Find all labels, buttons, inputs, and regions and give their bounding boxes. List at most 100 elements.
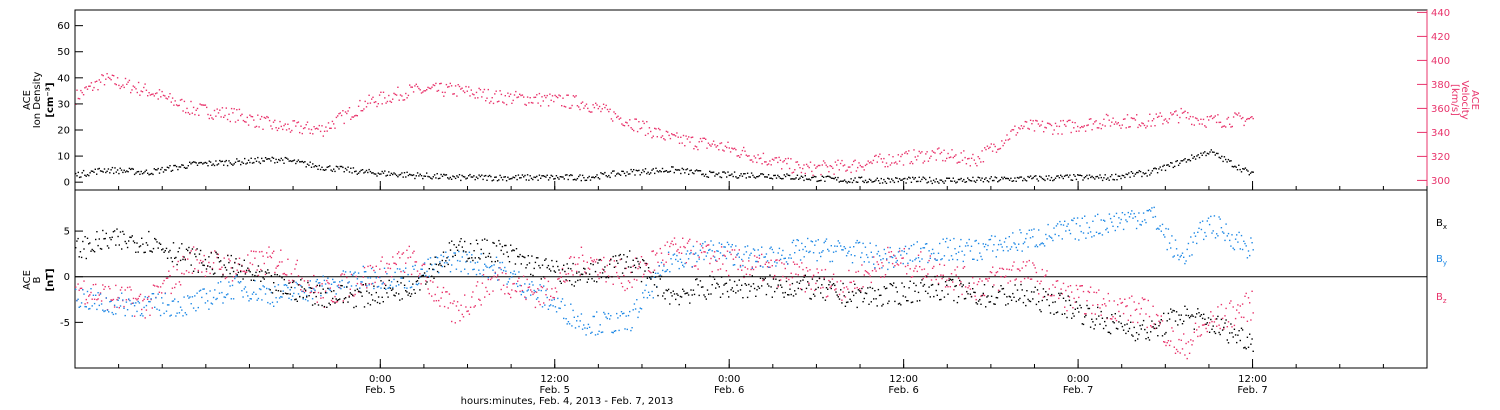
- by-series-point: [1080, 230, 1082, 233]
- density-series-point: [1016, 176, 1019, 179]
- density-series-point: [348, 171, 351, 173]
- bz-series-point: [1246, 320, 1249, 322]
- velocity-series-point: [296, 122, 298, 124]
- bz-series-point: [136, 299, 138, 301]
- by-series-point: [962, 260, 964, 263]
- by-series-point: [1088, 226, 1091, 229]
- bx-series-point: [584, 268, 586, 270]
- by-series-point: [403, 287, 406, 289]
- velocity-series-point: [152, 93, 154, 95]
- velocity-series-point: [424, 90, 427, 92]
- velocity-series-point: [409, 84, 411, 86]
- bx-series-point: [1016, 289, 1019, 291]
- velocity-series-point: [1247, 117, 1249, 120]
- density-series-point: [272, 157, 275, 159]
- bz-series-point: [537, 288, 539, 290]
- density-series-point: [432, 176, 434, 178]
- bz-series-point: [1178, 338, 1180, 341]
- velocity-series-point: [1222, 125, 1224, 128]
- by-series-point: [194, 295, 196, 297]
- velocity-series-point: [542, 100, 544, 102]
- density-series-point: [253, 161, 255, 164]
- velocity-series-point: [922, 162, 924, 164]
- by-series-point: [505, 270, 507, 272]
- bz-series-point: [1015, 278, 1017, 280]
- bx-series-point: [647, 267, 650, 269]
- by-series-point: [1180, 254, 1182, 257]
- bz-series-point: [725, 270, 728, 272]
- density-series-point: [1032, 177, 1034, 179]
- velocity-series-point: [287, 123, 289, 125]
- bz-series-point: [406, 249, 408, 251]
- bx-series-point: [976, 303, 979, 305]
- by-series-point: [381, 283, 383, 285]
- density-series-point: [1174, 165, 1176, 168]
- velocity-series-point: [208, 117, 210, 120]
- density-series-point: [591, 176, 593, 179]
- density-series-point: [1041, 177, 1044, 180]
- bz-series-point: [583, 260, 585, 262]
- bz-series-point: [237, 263, 240, 265]
- by-series-point: [1075, 223, 1078, 225]
- velocity-series-point: [329, 127, 331, 129]
- velocity-series-point: [853, 160, 855, 163]
- bx-series-point: [1076, 307, 1079, 309]
- density-series-point: [1108, 179, 1110, 181]
- bz-series-point: [471, 296, 473, 298]
- velocity-series-point: [513, 94, 516, 96]
- by-series-point: [1066, 225, 1068, 227]
- bx-series-point: [363, 306, 366, 308]
- velocity-series-point: [727, 141, 729, 143]
- density-series-point: [316, 165, 318, 168]
- bz-series-point: [489, 278, 492, 281]
- bz-series-point: [937, 282, 940, 285]
- velocity-series-point: [940, 151, 943, 154]
- density-series-point: [1023, 177, 1025, 180]
- bx-series-point: [156, 241, 158, 243]
- density-series-point: [189, 161, 191, 163]
- velocity-series-point: [282, 128, 284, 131]
- by-series-point: [1236, 234, 1238, 236]
- bz-series-point: [799, 288, 802, 290]
- velocity-series-point: [959, 161, 961, 163]
- density-series-point: [540, 177, 542, 179]
- bx-series-point: [295, 298, 297, 300]
- bz-series-point: [703, 251, 705, 253]
- by-series-point: [357, 272, 360, 274]
- bx-series-point: [431, 275, 433, 277]
- bx-series-point: [914, 290, 916, 292]
- bz-series-point: [1220, 303, 1223, 306]
- velocity-series-point: [479, 89, 482, 91]
- velocity-series-point: [784, 158, 787, 160]
- bz-series-point: [836, 281, 838, 283]
- by-series-point: [871, 256, 874, 258]
- bx-series-point: [658, 275, 660, 277]
- velocity-series-point: [655, 128, 657, 130]
- density-series-point: [1231, 165, 1233, 168]
- by-series-point: [975, 239, 977, 242]
- by-series-point: [1207, 217, 1210, 219]
- velocity-series-point: [449, 82, 451, 85]
- density-series-point: [682, 168, 685, 171]
- bz-series-point: [295, 263, 297, 266]
- bz-series-point: [473, 306, 475, 308]
- bz-series-point: [642, 276, 644, 278]
- bx-series-point: [230, 254, 232, 257]
- bx-series-point: [534, 261, 537, 264]
- velocity-series-point: [136, 91, 138, 94]
- bz-series-point: [841, 299, 843, 301]
- density-series-point: [1189, 160, 1192, 162]
- bx-series-point: [722, 293, 724, 295]
- density-series-point: [386, 174, 389, 176]
- bx-series-point: [539, 267, 541, 269]
- bz-series-point: [303, 280, 306, 282]
- bz-series-point: [954, 269, 956, 271]
- density-series-point: [123, 169, 125, 171]
- velocity-series-point: [386, 100, 389, 103]
- by-series-point: [278, 297, 281, 299]
- bz-series-point: [223, 257, 225, 259]
- velocity-series-point: [923, 160, 926, 162]
- density-series-point: [829, 176, 831, 178]
- bx-series-point: [788, 294, 790, 296]
- density-series-point: [156, 169, 158, 171]
